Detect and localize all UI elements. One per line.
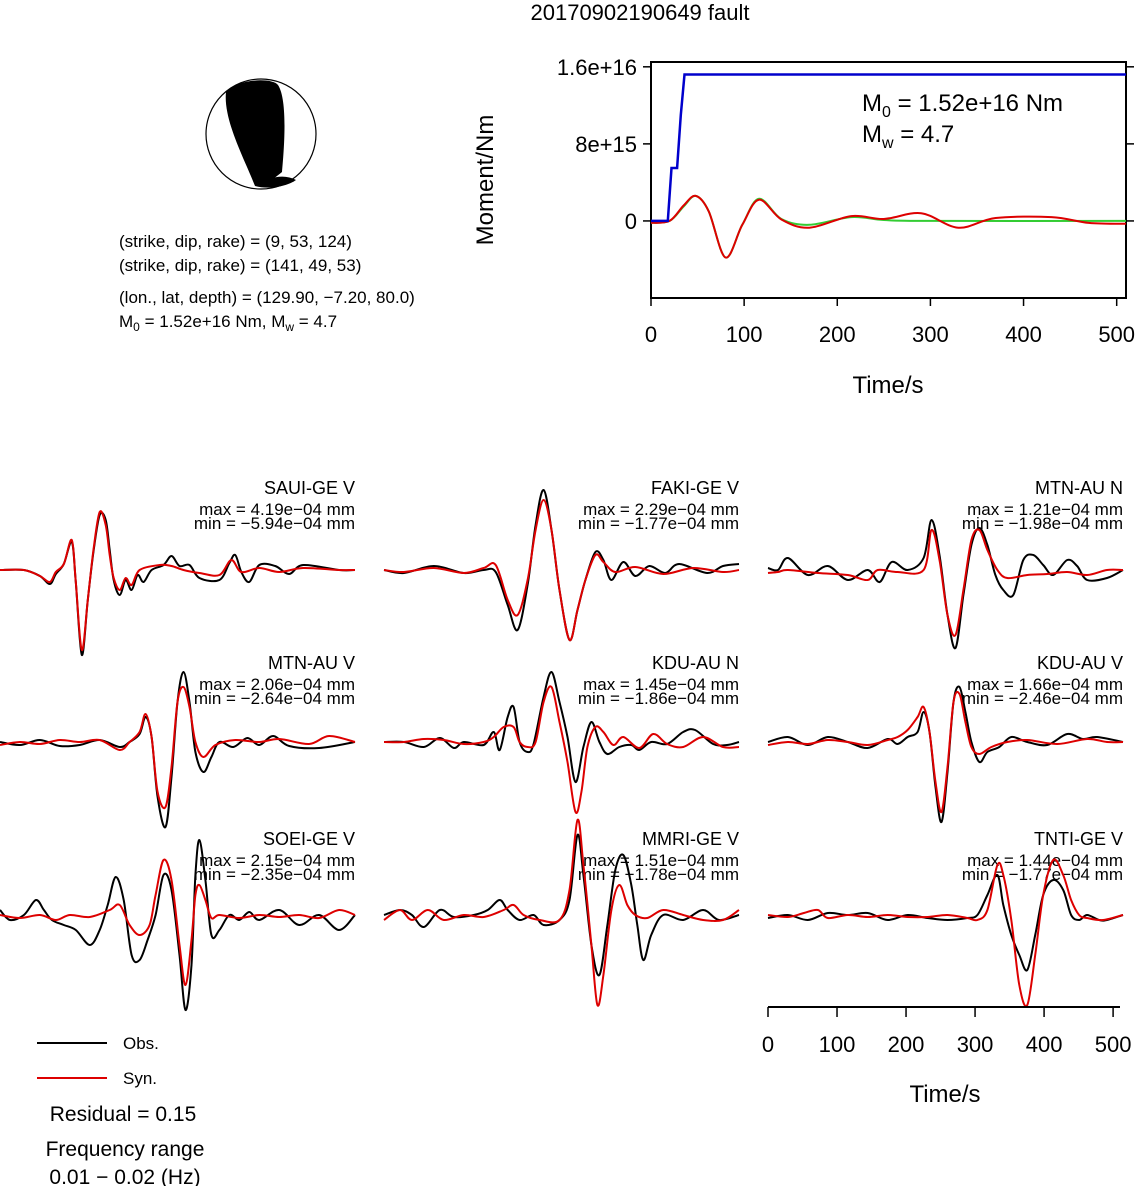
moment-x-tick-label: 200 (819, 322, 856, 347)
waveform-axis-tick-label: 300 (957, 1032, 994, 1057)
station-min: min = −2.35e−04 mm (194, 865, 355, 884)
station-name: SAUI-GE V (264, 478, 355, 498)
moment-y-tick-label: 8e+15 (575, 132, 637, 157)
beachball-compressional-quadrant-2 (255, 176, 296, 188)
station-name: MMRI-GE V (642, 829, 739, 849)
waveform-x-label: Time/s (909, 1081, 980, 1108)
station-max: max = 1.51e−04 mm (583, 851, 739, 870)
waveform-axis-tick-label: 500 (1095, 1032, 1132, 1057)
moment-x-tick-label: 300 (912, 322, 949, 347)
station-min: min = −1.98e−04 mm (962, 514, 1123, 533)
mechanism-line-1: (strike, dip, rake) = (9, 53, 124) (119, 232, 352, 251)
synthetic-waveform (0, 685, 356, 810)
frequency-range-value: 0.01 − 0.02 (Hz) (49, 1166, 200, 1186)
legend-obs-label: Obs. (123, 1034, 159, 1053)
observed-waveform (383, 670, 740, 784)
moment-x-tick-label: 100 (726, 322, 763, 347)
station-name: MTN-AU N (1035, 478, 1123, 498)
figure-title: 20170902190649 fault (531, 0, 750, 25)
station-min: min = −5.94e−04 mm (194, 514, 355, 533)
station-min: min = −2.64e−04 mm (194, 689, 355, 708)
station-max: max = 2.29e−04 mm (583, 500, 739, 519)
station-max: max = 4.19e−04 mm (199, 500, 355, 519)
moment-y-label: Moment/Nm (472, 115, 499, 246)
observed-waveform (0, 838, 356, 1012)
waveform-axis-tick-label: 400 (1026, 1032, 1063, 1057)
mechanism-line-2: (strike, dip, rake) = (141, 49, 53) (119, 256, 361, 275)
waveform-axis-tick-label: 100 (819, 1032, 856, 1057)
synthetic-waveform (0, 858, 356, 987)
station-min: min = −1.77e−04 mm (962, 865, 1123, 884)
location-line: (lon., lat, depth) = (129.90, −7.20, 80.… (119, 288, 415, 307)
residual-label: Residual = 0.15 (50, 1103, 197, 1126)
synthetic-waveform (0, 510, 356, 652)
observed-waveform (767, 873, 1124, 972)
synthetic-waveform (383, 498, 740, 642)
station-max: max = 2.06e−04 mm (199, 675, 355, 694)
station-max: max = 1.45e−04 mm (583, 675, 739, 694)
moment-m0-annotation: M0 = 1.52e+16 Nm (862, 90, 1063, 121)
beachball-compressional-quadrant (225, 80, 285, 186)
moment-y-tick-label: 1.6e+16 (557, 55, 637, 80)
station-max: max = 1.44e−04 mm (967, 851, 1123, 870)
observed-waveform (767, 518, 1124, 650)
station-max: max = 1.21e−04 mm (967, 500, 1123, 519)
station-name: MTN-AU V (268, 653, 355, 673)
station-name: TNTI-GE V (1034, 829, 1123, 849)
mechanism-info: (strike, dip, rake) = (9, 53, 124) (stri… (119, 232, 415, 334)
waveform-axis-tick-label: 0 (762, 1032, 774, 1057)
moment-x-tick-label: 500 (1098, 322, 1135, 347)
moment-y-tick-label: 0 (625, 209, 637, 234)
station-max: max = 2.15e−04 mm (199, 851, 355, 870)
waveform-axis-tick-label: 200 (888, 1032, 925, 1057)
moment-cumulative-line (651, 73, 1126, 223)
moment-y-axis: 0 8e+15 1.6e+16 (557, 55, 1134, 234)
moment-x-tick-label: 0 (645, 322, 657, 347)
legend: Obs. Syn. Residual = 0.15 Frequency rang… (37, 1034, 204, 1186)
station-name: FAKI-GE V (651, 478, 739, 498)
station-name: SOEI-GE V (263, 829, 355, 849)
moment-mw-annotation: Mw = 4.7 (862, 121, 954, 152)
station-min: min = −1.78e−04 mm (578, 865, 739, 884)
station-name: KDU-AU N (652, 653, 739, 673)
waveform-time-axis: 0 100 200 300 400 500 (762, 1006, 1132, 1057)
synthetic-waveform (767, 690, 1124, 814)
moment-rate-observed-line (650, 194, 1127, 259)
synthetic-waveform (767, 858, 1124, 1008)
station-max: max = 1.66e−04 mm (967, 675, 1123, 694)
moment-series (650, 73, 1127, 259)
moment-panel-frame (650, 61, 1127, 299)
synthetic-waveform (383, 818, 740, 1007)
synthetic-waveform (383, 685, 740, 815)
beachball (205, 78, 317, 190)
moment-panel: 0 8e+15 1.6e+16 0 100 200 300 400 500 Moment/Nm… (472, 55, 1135, 399)
moment-x-axis: 0 100 200 300 400 500 (645, 298, 1135, 347)
frequency-range-title: Frequency range (46, 1138, 205, 1161)
station-min: min = −1.86e−04 mm (578, 689, 739, 708)
observed-waveform (0, 511, 356, 657)
moment-x-label: Time/s (852, 372, 923, 399)
station-min: min = −1.77e−04 mm (578, 514, 739, 533)
station-min: min = −2.46e−04 mm (962, 689, 1123, 708)
legend-syn-label: Syn. (123, 1069, 157, 1088)
synthetic-waveform (767, 528, 1124, 637)
magnitude-line: M0 = 1.52e+16 Nm, Mw = 4.7 (119, 312, 337, 334)
moment-rate-synthetic-line (650, 194, 1127, 259)
moment-x-tick-label: 400 (1005, 322, 1042, 347)
station-name: KDU-AU V (1037, 653, 1123, 673)
